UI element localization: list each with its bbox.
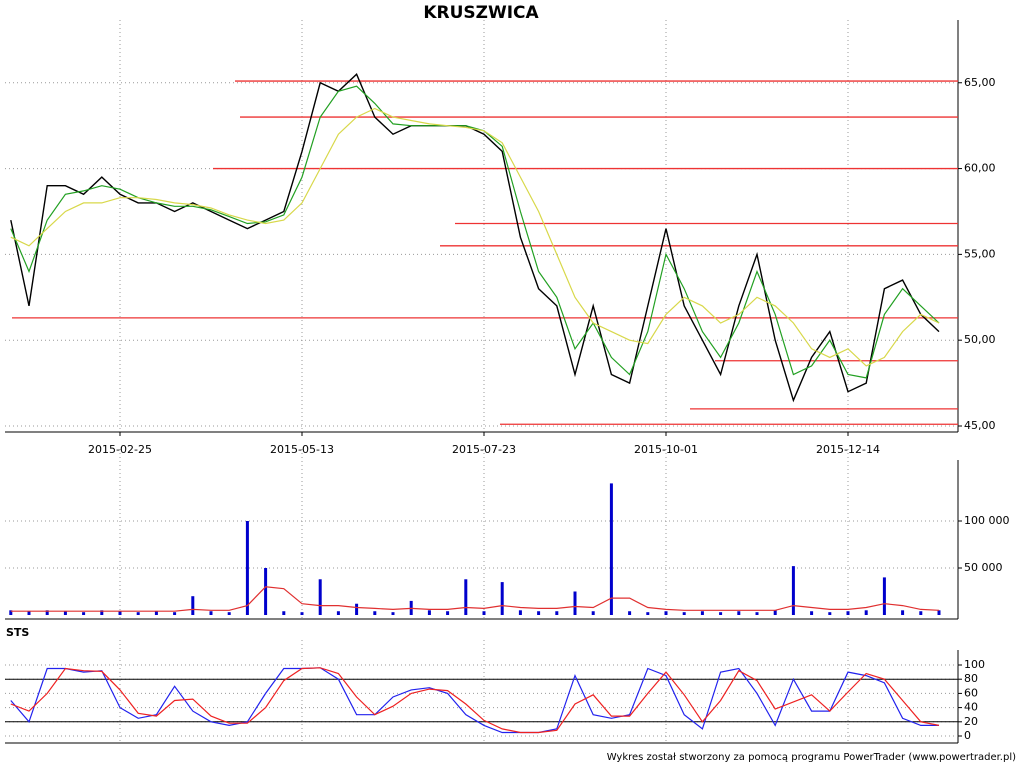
footer: Wykres został stworzony za pomocą progra… (607, 752, 1016, 763)
bar (901, 610, 905, 615)
bar (63, 611, 67, 615)
y-tick-label: 80 (964, 672, 978, 685)
y-tick-label: 55,00 (964, 247, 996, 260)
panel-label: STS (6, 626, 29, 639)
series-line (10, 586, 940, 612)
bar (719, 612, 723, 615)
bar (427, 610, 431, 615)
y-tick-label: 45,00 (964, 419, 996, 432)
bar (264, 568, 268, 615)
bar (810, 611, 814, 615)
series-line (10, 85, 940, 379)
bar (464, 579, 468, 615)
y-tick-label: 100 000 (964, 514, 1010, 527)
y-tick-label: 60,00 (964, 162, 996, 175)
bar (45, 610, 49, 615)
bar (846, 611, 850, 615)
bar (628, 611, 632, 615)
bar (245, 521, 249, 615)
series-line (10, 667, 939, 734)
bar (336, 611, 340, 615)
bar (227, 612, 231, 615)
bar (573, 591, 577, 615)
bar (300, 612, 304, 615)
bar (191, 596, 195, 615)
y-tick-label: 0 (964, 729, 971, 742)
x-tick-label: 2015-10-01 (634, 443, 698, 456)
bar (682, 612, 686, 615)
series-line (10, 73, 940, 403)
bar (391, 612, 395, 615)
bar (173, 612, 177, 615)
bar (373, 611, 377, 615)
y-tick-label: 65,00 (964, 76, 996, 89)
bar (755, 612, 759, 615)
bar (591, 611, 595, 615)
series-line (10, 107, 940, 367)
x-tick-label: 2015-02-25 (88, 443, 152, 456)
bar (828, 612, 832, 615)
bar (937, 610, 941, 615)
bar (482, 611, 486, 615)
bar (882, 577, 886, 615)
bar (791, 566, 795, 615)
bar (518, 610, 522, 615)
bar (664, 611, 668, 615)
bar (446, 611, 450, 615)
bar (555, 611, 559, 615)
y-tick-label: 60 (964, 686, 978, 699)
x-tick-label: 2015-12-14 (816, 443, 880, 456)
bar (700, 611, 704, 615)
bar (118, 611, 122, 615)
bar (919, 611, 923, 615)
bar (154, 611, 158, 615)
chart-title: KRUSZWICA (423, 3, 539, 23)
bar (737, 611, 741, 615)
y-tick-label: 40 (964, 701, 978, 714)
bar (136, 612, 140, 615)
y-tick-label: 100 (964, 658, 985, 671)
y-tick-label: 50 000 (964, 561, 1003, 574)
bar (355, 603, 359, 615)
bar (864, 610, 868, 615)
bar (773, 610, 777, 615)
bar (318, 579, 322, 615)
bar (282, 611, 286, 615)
y-tick-label: 20 (964, 715, 978, 728)
bar (500, 582, 504, 615)
bar (537, 611, 541, 615)
bar (609, 483, 613, 615)
x-tick-label: 2015-05-13 (270, 443, 334, 456)
bar (27, 611, 31, 615)
bar (9, 610, 13, 615)
bar (82, 612, 86, 615)
series-line (10, 667, 940, 734)
bar (209, 611, 213, 615)
x-tick-label: 2015-07-23 (452, 443, 516, 456)
bar (100, 610, 104, 615)
bar (646, 612, 650, 615)
y-tick-label: 50,00 (964, 333, 996, 346)
